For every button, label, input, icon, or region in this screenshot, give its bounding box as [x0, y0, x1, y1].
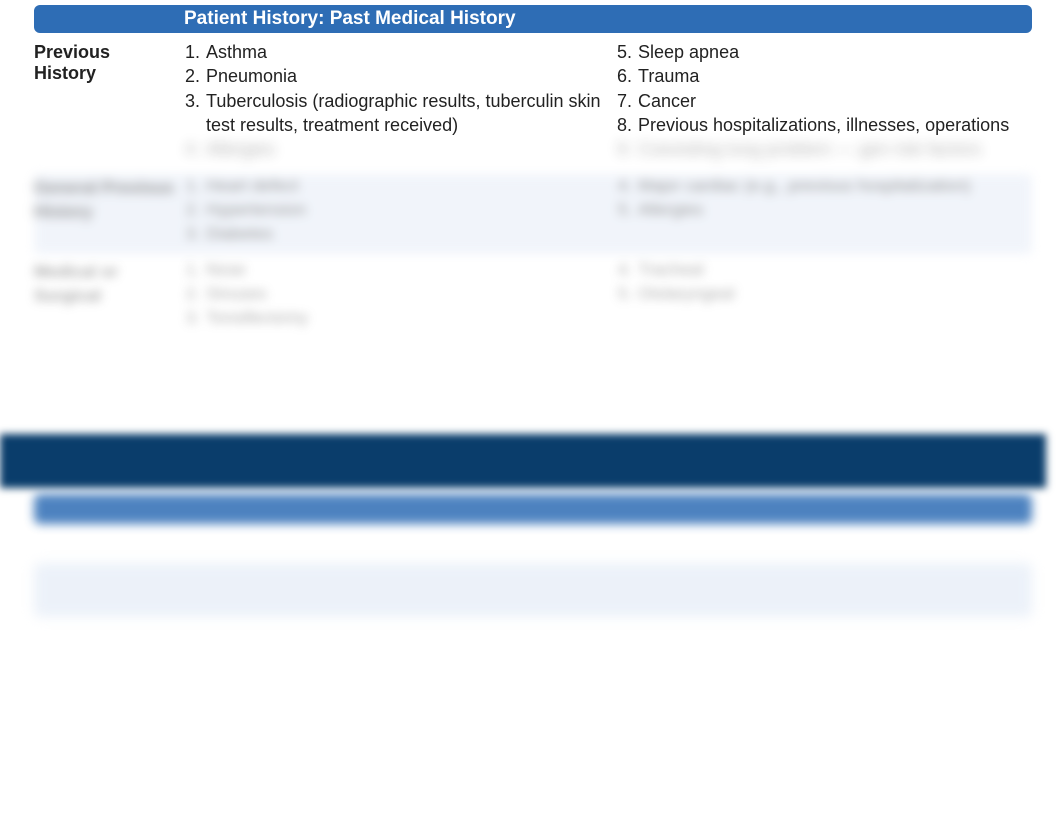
item-text: Tracheal [638, 258, 1028, 282]
list-item: 1. Asthma [176, 40, 608, 64]
item-text: Allergies [638, 198, 1028, 222]
section-header-title: Patient History: Past Medical History [184, 8, 516, 30]
item-text: Cancer [638, 89, 1028, 113]
row-previous-history: Previous History 1. Asthma 2. Pneumonia … [34, 40, 1032, 170]
list-item: 2. Pneumonia [176, 64, 608, 88]
item-text: Diabetes [206, 222, 608, 246]
list-item: 2. Sinuses [176, 282, 608, 306]
item-number: 3. [176, 306, 200, 330]
item-number: 1. [176, 174, 200, 198]
list-item: 3. Tuberculosis (radiographic results, t… [176, 89, 608, 138]
item-text: Coexisting lung problem — gen risk facto… [638, 137, 1028, 161]
item-text: Previous hospitalizations, illnesses, op… [638, 113, 1028, 137]
list-item: 5. Sleep apnea [608, 40, 1028, 64]
item-number: 2. [176, 198, 200, 222]
list-item: 4. Major cardiac (e.g., previous hospita… [608, 174, 1028, 198]
list-item: 1. Nose [176, 258, 608, 282]
section-divider-dark [0, 434, 1046, 488]
list-item: 1. Heart defect [176, 174, 608, 198]
list-right: 4. Major cardiac (e.g., previous hospita… [608, 174, 1028, 254]
page: Patient History: Past Medical History Pr… [0, 0, 1062, 834]
item-number: 5. [608, 282, 632, 306]
item-text: Tonsillectomy [206, 306, 608, 330]
list-left: 1. Heart defect 2. Hypertension 3. Diabe… [176, 174, 608, 254]
item-text: Sleep apnea [638, 40, 1028, 64]
row-lists: 1. Nose 2. Sinuses 3. Tonsillectomy 4. T… [176, 258, 1032, 336]
list-item: 6. Trauma [608, 64, 1028, 88]
item-text: Trauma [638, 64, 1028, 88]
list-item: 7. Cancer [608, 89, 1028, 113]
list-item: 2. Hypertension [176, 198, 608, 222]
item-text: Pneumonia [206, 64, 608, 88]
item-text: Heart defect [206, 174, 608, 198]
row-label: Previous History [34, 40, 176, 170]
item-number: 1. [176, 40, 200, 64]
item-number: 5. [608, 198, 632, 222]
item-number: 9. [608, 137, 632, 161]
list-item: 5. Allergies [608, 198, 1028, 222]
item-number: 5. [608, 40, 632, 64]
list-left: 1. Nose 2. Sinuses 3. Tonsillectomy [176, 258, 608, 336]
item-text: Hypertension [206, 198, 608, 222]
item-text: Nose [206, 258, 608, 282]
item-text: Allergies [206, 137, 608, 161]
item-number: 8. [608, 113, 632, 137]
item-text: Sinuses [206, 282, 608, 306]
list-item: 3. Tonsillectomy [176, 306, 608, 330]
item-number: 1. [176, 258, 200, 282]
row-label: General Previous History [34, 174, 176, 254]
item-number: 7. [608, 89, 632, 113]
list-item: 5. Otolaryngeal [608, 282, 1028, 306]
row-lists: 1. Heart defect 2. Hypertension 3. Diabe… [176, 174, 1032, 254]
section-subheader-bar [34, 494, 1032, 524]
list-right: 5. Sleep apnea 6. Trauma 7. Cancer 8. Pr… [608, 40, 1028, 170]
list-item: 3. Diabetes [176, 222, 608, 246]
item-text: Major cardiac (e.g., previous hospitaliz… [638, 174, 1028, 198]
item-number: 6. [608, 64, 632, 88]
list-item: 8. Previous hospitalizations, illnesses,… [608, 113, 1028, 137]
section-header-bar: Patient History: Past Medical History [34, 5, 1032, 33]
row-medical-surgical: Medical or Surgical 1. Nose 2. Sinuses 3… [34, 258, 1032, 336]
row-general-previous-history: General Previous History 1. Heart defect… [34, 174, 1032, 254]
list-item: 4. Tracheal [608, 258, 1028, 282]
list-right: 4. Tracheal 5. Otolaryngeal [608, 258, 1028, 336]
item-number: 4. [176, 137, 200, 161]
item-number: 4. [608, 258, 632, 282]
list-item: 9. Coexisting lung problem — gen risk fa… [608, 137, 1028, 161]
row-label: Medical or Surgical [34, 258, 176, 336]
list-left: 1. Asthma 2. Pneumonia 3. Tuberculosis (… [176, 40, 608, 170]
list-item: 4. Allergies [176, 137, 608, 161]
item-text: Tuberculosis (radiographic results, tube… [206, 89, 608, 138]
item-number: 3. [176, 222, 200, 246]
item-number: 2. [176, 282, 200, 306]
item-text: Asthma [206, 40, 608, 64]
item-number: 3. [176, 89, 200, 138]
section-row-light [34, 563, 1032, 617]
item-number: 4. [608, 174, 632, 198]
row-lists: 1. Asthma 2. Pneumonia 3. Tuberculosis (… [176, 40, 1032, 170]
item-number: 2. [176, 64, 200, 88]
item-text: Otolaryngeal [638, 282, 1028, 306]
